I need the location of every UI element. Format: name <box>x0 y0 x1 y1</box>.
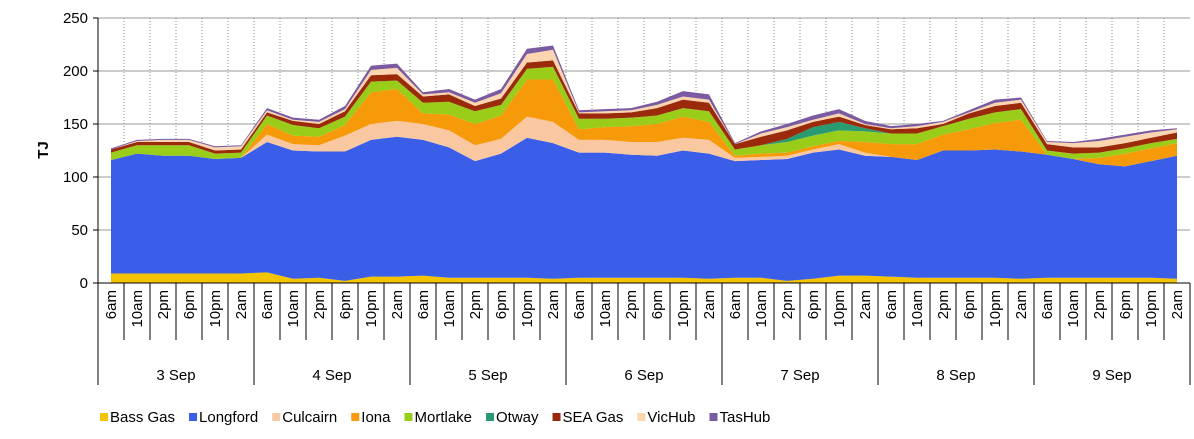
x-tick-label: 2am <box>389 290 406 319</box>
x-tick-label: 6pm <box>181 290 198 319</box>
x-tick-label: 6am <box>259 290 276 319</box>
x-tick-label: 6am <box>727 290 744 319</box>
x-tick-label: 10am <box>1065 290 1082 328</box>
x-tick-label: 2pm <box>623 290 640 319</box>
x-tick-label: 6pm <box>649 290 666 319</box>
x-tick-label: 10pm <box>831 290 848 328</box>
legend-swatch <box>404 413 413 421</box>
area <box>111 66 1177 161</box>
y-tick-label: 0 <box>80 275 88 292</box>
x-tick-label: 10pm <box>207 290 224 328</box>
area <box>111 79 1177 167</box>
legend-label: TasHub <box>720 409 771 426</box>
y-tick-label: 200 <box>63 63 88 80</box>
legend-label: Culcairn <box>282 409 337 426</box>
day-label: 4 Sep <box>312 367 351 384</box>
x-tick-label: 2pm <box>467 290 484 319</box>
legend-swatch <box>709 413 718 421</box>
legend-label: Bass Gas <box>110 409 175 426</box>
legend-swatch <box>351 413 360 421</box>
day-label: 6 Sep <box>624 367 663 384</box>
x-tick-label: 6am <box>103 290 120 319</box>
x-tick-label: 2pm <box>1091 290 1108 319</box>
x-tick-label: 10pm <box>363 290 380 328</box>
area <box>111 136 1177 281</box>
x-tick-label: 6pm <box>961 290 978 319</box>
x-tick-label: 6pm <box>1117 290 1134 319</box>
x-tick-label: 10pm <box>519 290 536 328</box>
x-tick-label: 2am <box>233 290 250 319</box>
legend-swatch <box>486 413 495 421</box>
day-label: 3 Sep <box>156 367 195 384</box>
x-tick-label: 10am <box>285 290 302 328</box>
x-tick-label: 6am <box>415 290 432 319</box>
y-axis-label: TJ <box>35 141 52 159</box>
x-tick-label: 6am <box>571 290 588 319</box>
x-tick-label: 10am <box>753 290 770 328</box>
day-label: 9 Sep <box>1092 367 1131 384</box>
x-tick-label: 6am <box>883 290 900 319</box>
y-tick-label: 100 <box>63 169 88 186</box>
x-tick-label: 6pm <box>493 290 510 319</box>
x-tick-label: 10am <box>909 290 926 328</box>
area <box>111 49 1177 151</box>
legend-label: Iona <box>361 409 391 426</box>
x-tick-label: 2am <box>1013 290 1030 319</box>
x-tick-label: 10pm <box>675 290 692 328</box>
x-tick-label: 10pm <box>1143 290 1160 328</box>
x-tick-label: 6pm <box>337 290 354 319</box>
legend-label: VicHub <box>647 409 695 426</box>
x-tick-label: 2am <box>545 290 562 319</box>
legend-swatch <box>637 413 646 421</box>
area <box>111 60 1177 154</box>
legend-swatch <box>100 413 108 421</box>
legend-swatch <box>552 413 561 421</box>
legend-label: Mortlake <box>414 409 472 426</box>
x-tick-label: 10pm <box>987 290 1004 328</box>
x-tick-label: 10am <box>441 290 458 328</box>
y-tick-label: 50 <box>71 222 88 239</box>
x-tick-label: 6pm <box>805 290 822 319</box>
legend-label: Longford <box>199 409 258 426</box>
legend-label: Otway <box>496 409 539 426</box>
y-tick-label: 150 <box>63 116 88 133</box>
x-tick-label: 10am <box>597 290 614 328</box>
day-label: 7 Sep <box>780 367 819 384</box>
day-label: 8 Sep <box>936 367 975 384</box>
legend-label: SEA Gas <box>563 409 624 426</box>
x-tick-label: 2am <box>701 290 718 319</box>
x-tick-label: 2pm <box>779 290 796 319</box>
x-tick-label: 10am <box>129 290 146 328</box>
legend-swatch <box>189 413 198 421</box>
day-label: 5 Sep <box>468 367 507 384</box>
x-tick-label: 2pm <box>935 290 952 319</box>
legend-swatch <box>272 413 281 421</box>
x-tick-label: 6am <box>1039 290 1056 319</box>
x-tick-label: 2pm <box>155 290 172 319</box>
area <box>111 116 1177 167</box>
y-tick-label: 250 <box>63 10 88 27</box>
x-tick-label: 2pm <box>311 290 328 319</box>
x-tick-label: 2am <box>857 290 874 319</box>
x-tick-label: 2am <box>1169 290 1186 319</box>
